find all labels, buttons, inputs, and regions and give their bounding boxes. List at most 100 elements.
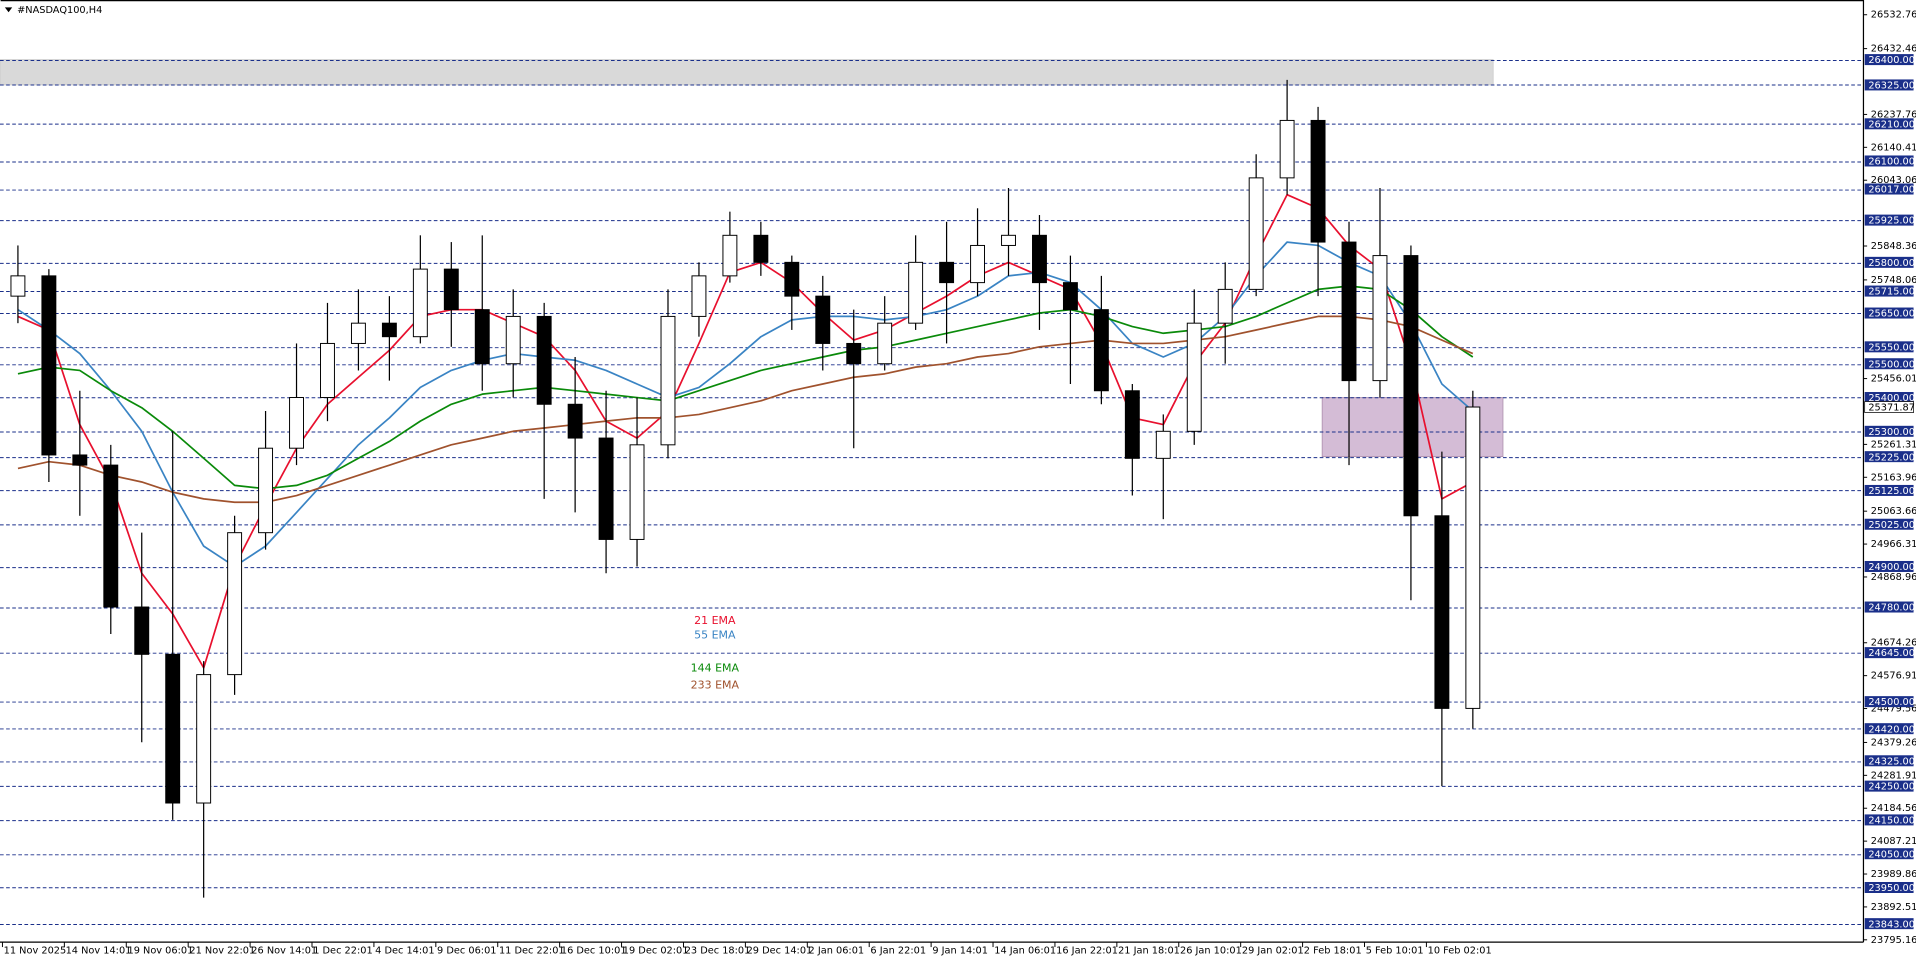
candle-body: [815, 295, 831, 344]
y-tick-label: 26432.46: [1871, 44, 1916, 55]
candle-body: [443, 268, 459, 311]
candle-body: [722, 234, 738, 277]
y-tick-label: 25848.36: [1871, 241, 1916, 252]
y-tick-label: 25748.06: [1871, 275, 1916, 286]
y-tick-label: 23795.16: [1871, 935, 1916, 946]
candle-body: [320, 342, 335, 399]
level-label-box: [1864, 256, 1914, 268]
candle-body: [970, 244, 986, 284]
price-label: 25371.87: [1868, 403, 1915, 414]
candle-body: [598, 437, 614, 540]
x-tick-label: 26 Nov 14:01: [251, 946, 317, 957]
level-label-box: [1864, 392, 1914, 404]
level-label: 25225.00: [1868, 452, 1915, 463]
candle-body: [505, 315, 521, 365]
candle-body: [289, 397, 304, 449]
level-label-box: [1864, 118, 1914, 130]
x-tick-label: 6 Jan 22:01: [870, 946, 926, 957]
y-tick-label: 23989.86: [1871, 869, 1916, 880]
legend-label: 21 EMA: [694, 614, 736, 627]
candle-body: [1001, 234, 1016, 246]
candle-body: [753, 234, 769, 263]
candle-body: [1310, 119, 1326, 243]
level-label-box: [1864, 425, 1914, 437]
y-tick-label: 24966.31: [1871, 539, 1916, 550]
x-tick-label: 26 Jan 10:01: [1180, 946, 1242, 957]
level-label: 25650.00: [1868, 309, 1915, 320]
level-label-box: [1864, 814, 1914, 826]
level-label-box: [1864, 918, 1914, 930]
candle-body: [258, 447, 274, 534]
level-label: 26325.00: [1868, 81, 1915, 92]
level-label: 24500.00: [1868, 697, 1915, 708]
x-tick-label: 9 Jan 14:01: [932, 946, 988, 957]
level-label: 25925.00: [1868, 216, 1915, 227]
level-label-box: [1864, 285, 1914, 297]
level-label: 25550.00: [1868, 342, 1915, 353]
level-label: 24050.00: [1868, 849, 1915, 860]
level-label-box: [1864, 341, 1914, 353]
y-tick-label: 23892.51: [1871, 902, 1916, 913]
title-icon: [4, 7, 13, 13]
y-tick-label: 24479.56: [1871, 704, 1916, 715]
x-tick-label: 11 Nov 2025: [4, 946, 67, 957]
candle-body: [103, 464, 119, 608]
y-tick-label: 25261.31: [1871, 439, 1916, 450]
level-label: 24250.00: [1868, 782, 1915, 793]
candle-body: [1465, 406, 1481, 709]
candle-body: [691, 275, 707, 317]
y-tick-label: 24868.96: [1871, 572, 1916, 583]
x-tick-label: 29 Jan 02:01: [1242, 946, 1304, 957]
x-tick-label: 2 Feb 18:01: [1304, 946, 1362, 957]
candle-body: [1062, 282, 1078, 311]
candle-body: [10, 275, 26, 297]
y-tick-label: 26237.76: [1871, 109, 1916, 120]
candle-body: [474, 309, 490, 365]
level-label: 25125.00: [1868, 486, 1915, 497]
y-tick-label: 24576.91: [1871, 671, 1916, 682]
x-tick-label: 23 Dec 18:01: [685, 946, 751, 957]
x-tick-label: 11 Dec 22:01: [499, 946, 565, 957]
level-label: 24645.00: [1868, 648, 1915, 659]
candle-body: [1279, 119, 1295, 179]
level-label: 24780.00: [1868, 603, 1915, 614]
x-tick-label: 21 Nov 22:01: [189, 946, 255, 957]
candle-body: [877, 322, 893, 365]
level-label: 26210.00: [1868, 119, 1915, 130]
candle-body: [846, 342, 862, 365]
candle-body: [1434, 515, 1450, 709]
candle-body: [1403, 255, 1419, 517]
candle-body: [784, 261, 800, 297]
x-tick-label: 14 Jan 06:01: [994, 946, 1056, 957]
legend-label: 144 EMA: [691, 661, 740, 674]
x-tick-label: 16 Jan 22:01: [1056, 946, 1118, 957]
candle-body: [1186, 322, 1202, 432]
y-tick-label: 26043.06: [1871, 175, 1916, 186]
level-label: 25300.00: [1868, 427, 1915, 438]
level-label-box: [1864, 214, 1914, 226]
candle-body: [1217, 288, 1233, 324]
level-label-box: [1864, 155, 1914, 167]
level-label-box: [1864, 79, 1914, 91]
legend-label: 55 EMA: [694, 628, 736, 641]
level-label: 25025.00: [1868, 520, 1915, 531]
candle-body: [1155, 430, 1171, 459]
level-label: 26017.00: [1868, 185, 1915, 196]
level-label: 24150.00: [1868, 816, 1915, 827]
candle-body: [381, 322, 397, 338]
level-label: 24325.00: [1868, 756, 1915, 767]
y-tick-label: 25163.96: [1871, 472, 1916, 483]
x-tick-label: 21 Jan 18:01: [1118, 946, 1180, 957]
level-label-box: [1864, 755, 1914, 767]
level-label: 25500.00: [1868, 359, 1915, 370]
level-label-box: [1864, 54, 1914, 66]
price-label-box: [1864, 401, 1914, 413]
candle-body: [165, 653, 181, 804]
x-tick-label: 10 Feb 02:01: [1428, 946, 1492, 957]
x-tick-label: 14 Nov 14:01: [66, 946, 132, 957]
candle-body: [41, 275, 57, 456]
candle-body: [134, 606, 150, 655]
